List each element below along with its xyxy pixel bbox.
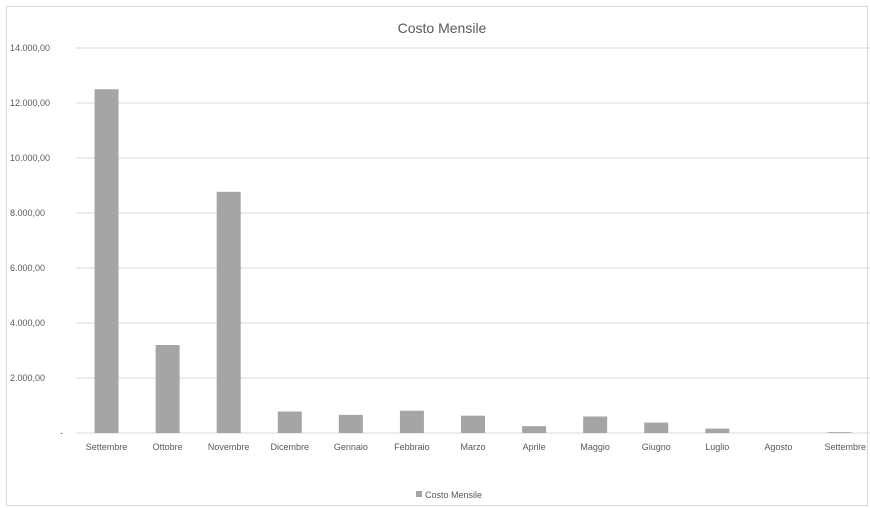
bar — [216, 191, 241, 433]
bar — [522, 426, 547, 433]
bar — [461, 415, 485, 433]
x-tick-label: Luglio — [705, 442, 729, 452]
chart-title: Costo Mensile — [398, 20, 487, 36]
x-tick-label: Novembre — [208, 442, 250, 452]
x-tick-label: Ottobre — [153, 442, 183, 452]
bar — [705, 428, 730, 433]
x-tick-label: Maggio — [580, 442, 610, 452]
x-tick-label: Aprile — [523, 442, 546, 452]
bar — [277, 411, 302, 433]
y-tick-label: 10.000,00 — [10, 153, 50, 163]
y-tick-label: 12.000,00 — [10, 98, 50, 108]
x-tick-label: Giugno — [642, 442, 671, 452]
bar — [155, 345, 180, 433]
bar — [644, 422, 669, 433]
chart-frame — [6, 6, 868, 506]
y-tick-label: - — [60, 428, 63, 438]
legend: Costo Mensile — [416, 490, 482, 500]
x-tick-label: Febbraio — [394, 442, 430, 452]
x-tick-label: Settembre — [86, 442, 128, 452]
gridlines — [76, 47, 870, 434]
x-tick-label: Dicembre — [271, 442, 310, 452]
bar — [399, 410, 424, 433]
y-tick-label: 6.000,00 — [10, 263, 45, 273]
x-tick-label: Marzo — [460, 442, 485, 452]
bar — [583, 416, 608, 433]
bar — [94, 89, 119, 433]
y-tick-label: 4.000,00 — [10, 318, 45, 328]
y-axis-tick-labels: - 2.000,00 4.000,00 6.000,00 8.000,00 10.000,… — [10, 43, 63, 438]
x-tick-label: Agosto — [764, 442, 792, 452]
bar-series — [94, 89, 852, 433]
x-tick-label: Gennaio — [334, 442, 368, 452]
legend-swatch — [416, 491, 422, 497]
legend-label: Costo Mensile — [425, 490, 482, 500]
x-axis-tick-labels: Settembre Ottobre Novembre Dicembre Gennaio F… — [86, 442, 866, 452]
y-tick-label: 8.000,00 — [10, 208, 45, 218]
y-tick-label: 14.000,00 — [10, 43, 50, 53]
bar — [338, 414, 363, 433]
y-tick-label: 2.000,00 — [10, 373, 45, 383]
x-tick-label: Settembre — [824, 442, 866, 452]
bar — [827, 432, 852, 433]
